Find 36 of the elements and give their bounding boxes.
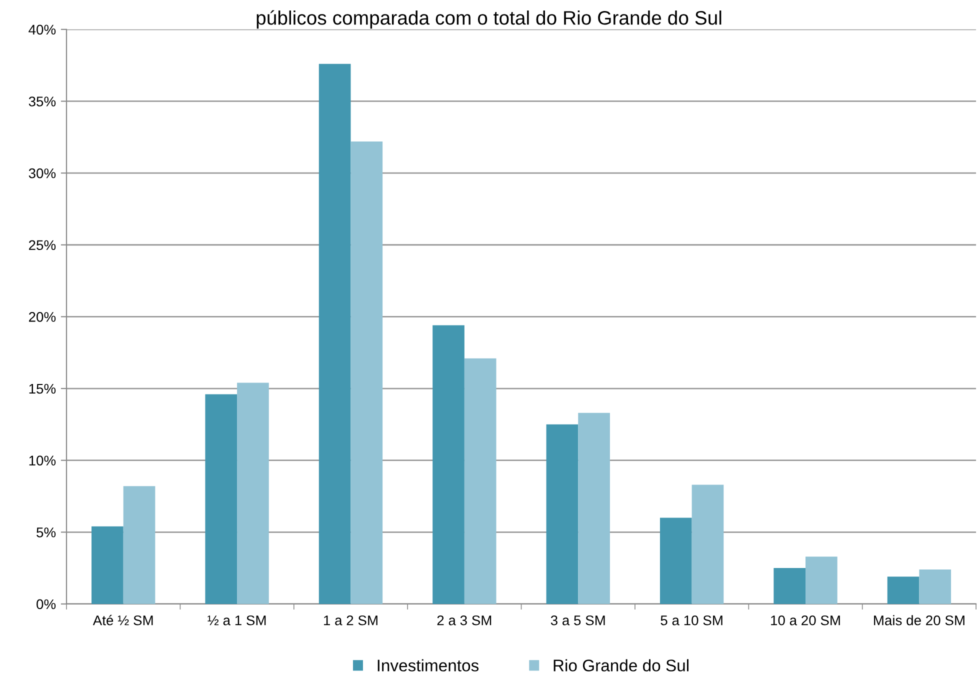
bar [774,568,806,604]
y-tick-label: 30% [28,168,56,178]
y-tick-label: 15% [29,384,56,394]
x-tick-label: 1 a 2 SM [324,615,378,626]
bar [887,576,920,604]
y-tick-label: 10% [29,456,56,466]
bar [919,570,952,604]
bar [464,358,496,604]
x-tick-label: ½ a 1 SM [208,615,266,626]
legend-label: Investimentos [378,659,479,672]
bar [350,141,383,604]
bar [660,518,692,604]
x-tick-label: Mais de 20 SM [874,615,964,626]
bar [546,424,578,604]
x-tick-label: 2 a 3 SM [437,615,492,626]
legend-label: Rio Grande do Sul [554,659,688,672]
y-tick-label: 0% [36,599,56,610]
y-tick-label: 20% [28,312,56,322]
bar [92,526,124,604]
bar [318,64,351,604]
y-tick-label: 25% [28,240,56,250]
y-tick-label: 5% [36,528,56,538]
x-tick-label: Até ½ SM [92,614,153,626]
bar [578,412,610,604]
x-tick-label: 5 a 10 SM [660,615,722,626]
x-tick-label: 10 a 20 SM [771,615,840,626]
chart-title: públicos comparada com o total do Rio Grande do Sul [256,10,722,29]
y-tick-label: 40% [28,24,56,35]
bar [692,484,724,604]
bar [806,556,838,604]
y-tick-label: 35% [28,96,56,106]
bar [237,382,269,604]
bar [123,486,156,604]
x-tick-label: 3 a 5 SM [550,615,605,626]
bar [432,325,464,604]
bar [205,394,238,604]
